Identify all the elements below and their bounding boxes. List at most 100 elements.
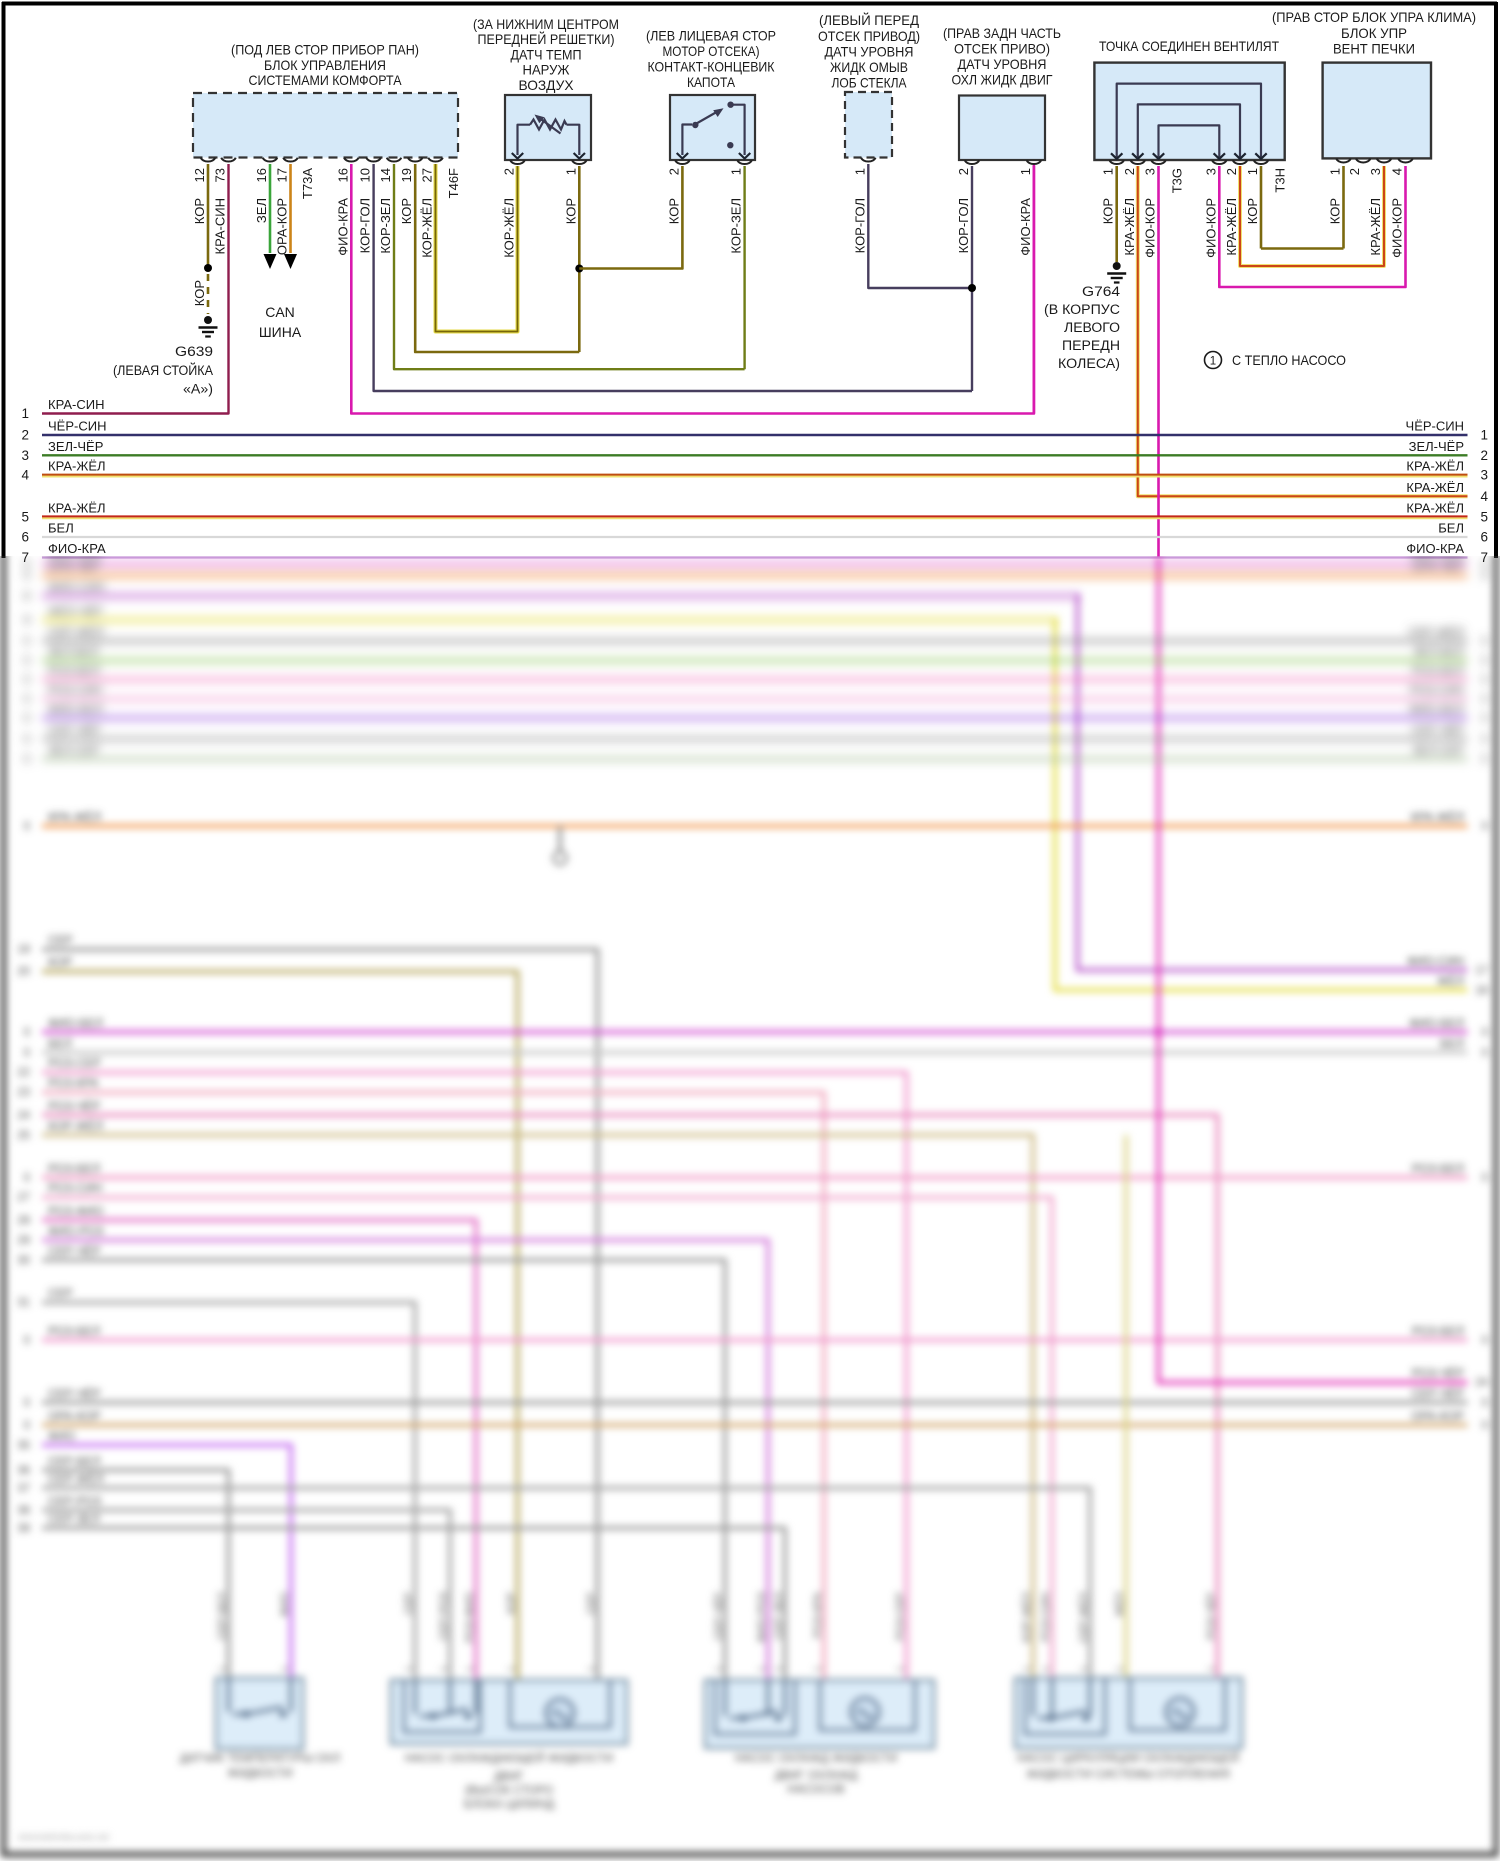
svg-text:КОР-ГОЛ: КОР-ГОЛ (956, 198, 971, 253)
svg-text:КАПОТА: КАПОТА (687, 74, 736, 90)
svg-text:ЖИДКОСТИ СИСТЕМЫ ОТОПЛЕНИЯ: ЖИДКОСТИ СИСТЕМЫ ОТОПЛЕНИЯ (1026, 1769, 1230, 1781)
svg-text:31: 31 (17, 1297, 30, 1309)
svg-text:СЕР-ЖЁЛ: СЕР-ЖЁЛ (48, 1472, 104, 1486)
svg-text:С ТЕПЛО НАСОСО: С ТЕПЛО НАСОСО (1232, 352, 1346, 368)
svg-text:0: 0 (1482, 1173, 1488, 1185)
svg-text:ФИО-РОЗ: ФИО-РОЗ (756, 1592, 768, 1643)
svg-text:7: 7 (21, 550, 29, 565)
svg-text:ЖЁЛ-ЧЁР: ЖЁЛ-ЧЁР (48, 604, 103, 618)
svg-text:ФИО-КРА: ФИО-КРА (1406, 541, 1464, 556)
svg-text:РОЗ-КРА: РОЗ-КРА (812, 1591, 824, 1638)
svg-text:1: 1 (896, 1666, 907, 1672)
svg-text:ПЕРЕДНЕЙ РЕШЕТКИ): ПЕРЕДНЕЙ РЕШЕТКИ) (478, 30, 615, 47)
svg-text:0: 0 (24, 1048, 30, 1060)
svg-text:СЕР-ЗЕЛ: СЕР-ЗЕЛ (773, 1592, 785, 1639)
svg-text:1: 1 (1328, 168, 1343, 175)
svg-text:ФИО-БЕЛ: ФИО-БЕЛ (1409, 702, 1464, 716)
svg-text:КРА-СИН: КРА-СИН (213, 198, 228, 255)
svg-text:0: 0 (24, 1173, 30, 1185)
svg-text:ЗЕЛ-ЧЁР: ЗЕЛ-ЧЁР (48, 439, 103, 454)
svg-text:ФИО-РОЗ: ФИО-РОЗ (48, 1224, 103, 1238)
svg-text:2: 2 (956, 168, 971, 175)
svg-text:КОР: КОР (192, 198, 207, 224)
svg-text:РОЗ-КРА: РОЗ-КРА (48, 1076, 99, 1090)
svg-text:(ЗА НИЖНИМ ЦЕНТРОМ: (ЗА НИЖНИМ ЦЕНТРОМ (473, 16, 619, 32)
svg-text:ЗЕЛ-СЕР: ЗЕЛ-СЕР (1412, 743, 1464, 757)
svg-text:СЕР-ЧЁР: СЕР-ЧЁР (713, 1592, 725, 1640)
svg-text:T3H: T3H (1273, 168, 1288, 193)
svg-text:ОРА-КОР: ОРА-КОР (275, 198, 290, 255)
svg-text:НАСОС ОХЛАЖД ЖИДКОСТИ: НАСОС ОХЛАЖД ЖИДКОСТИ (735, 1753, 898, 1765)
svg-text:0: 0 (1482, 571, 1488, 583)
svg-text:2: 2 (1480, 448, 1488, 463)
svg-text:24: 24 (1475, 1377, 1488, 1389)
svg-text:0: 0 (1482, 734, 1488, 746)
svg-text:РОЗ-БЕЛ: РОЗ-БЕЛ (1412, 664, 1464, 678)
svg-text:29: 29 (17, 1235, 30, 1247)
svg-text:0: 0 (24, 559, 30, 571)
svg-text:РОЗ-БЕЛ: РОЗ-БЕЛ (48, 1324, 100, 1338)
svg-text:ФИО-КРА: ФИО-КРА (1411, 548, 1464, 562)
svg-text:1: 1 (1245, 168, 1260, 175)
svg-text:НАСОС ОХЛАЖДАЮЩЕЙ ЖИДКОСТИ: НАСОС ОХЛАЖДАЮЩЕЙ ЖИДКОСТИ (405, 1752, 614, 1765)
svg-text:СЕР-БЕЛ: СЕР-БЕЛ (48, 1454, 100, 1468)
svg-text:19: 19 (399, 168, 414, 182)
svg-text:(ЛЕВ ЛИЦЕВАЯ СТОР: (ЛЕВ ЛИЦЕВАЯ СТОР (646, 27, 776, 43)
svg-text:КОР: КОР (1328, 198, 1343, 224)
svg-text:СЕР-ЗЕЛ: СЕР-ЗЕЛ (48, 1512, 100, 1526)
svg-text:14: 14 (378, 168, 393, 182)
svg-text:0: 0 (24, 713, 30, 725)
svg-text:2: 2 (502, 168, 517, 175)
svg-text:БЛОК УПРАВЛЕНИЯ: БЛОК УПРАВЛЕНИЯ (264, 57, 386, 73)
svg-text:0: 0 (1482, 656, 1488, 668)
svg-text:ФИО-КОР: ФИО-КОР (1143, 198, 1158, 258)
svg-text:19: 19 (17, 944, 30, 956)
svg-text:БЕЛ: БЕЛ (48, 521, 74, 536)
svg-text:РОЗ-СЕР: РОЗ-СЕР (48, 1056, 101, 1070)
svg-text:РОЗ-ЧЁР: РОЗ-ЧЁР (1412, 1366, 1464, 1380)
svg-text:36: 36 (17, 1465, 30, 1477)
svg-text:СЕР: СЕР (403, 1592, 415, 1615)
svg-text:3: 3 (1203, 168, 1218, 175)
svg-text:0: 0 (24, 1027, 30, 1039)
svg-text:КОР-ЖЁЛ: КОР-ЖЁЛ (420, 198, 435, 258)
svg-text:T73A: T73A (300, 168, 315, 199)
svg-text:КРА-ЖЁЛ: КРА-ЖЁЛ (1368, 198, 1383, 256)
svg-text:1: 1 (1210, 356, 1216, 368)
svg-text:ДВИГ: ДВИГ (494, 1771, 525, 1783)
svg-text:1: 1 (1115, 1666, 1126, 1672)
svg-text:МОТОР ОТСЕКА): МОТОР ОТСЕКА) (663, 43, 760, 59)
svg-text:ФИО-КРА: ФИО-КРА (48, 548, 101, 562)
svg-text:2: 2 (666, 168, 681, 175)
svg-text:7: 7 (1480, 550, 1488, 565)
svg-text:1: 1 (714, 1666, 725, 1672)
svg-text:ЗЕЛ-ЧЁР: ЗЕЛ-ЧЁР (1409, 439, 1464, 454)
svg-text:РОЗ-ЧЁР: РОЗ-ЧЁР (48, 1099, 100, 1113)
svg-text:T3G: T3G (1170, 168, 1185, 193)
svg-text:ФИО-БЕЛ: ФИО-БЕЛ (48, 702, 103, 716)
svg-text:1: 1 (587, 1666, 598, 1672)
svg-text:ЖИДК ОМЫВ: ЖИДК ОМЫВ (830, 59, 908, 75)
svg-text:0: 0 (24, 1420, 30, 1432)
svg-text:КОЛЕСА): КОЛЕСА) (1058, 356, 1120, 371)
svg-text:ЗЕЛ: ЗЕЛ (254, 198, 269, 223)
svg-text:12: 12 (192, 168, 207, 182)
svg-text:0: 0 (1482, 1335, 1488, 1347)
svg-text:СЕР-ЧЁР: СЕР-ЧЁР (1411, 723, 1464, 737)
svg-text:(ПРАВ СТОР БЛОК УПРА КЛИМА): (ПРАВ СТОР БЛОК УПРА КЛИМА) (1272, 9, 1476, 25)
svg-text:CAN: CAN (265, 304, 295, 320)
svg-text:30: 30 (17, 1255, 30, 1267)
svg-text:1: 1 (1079, 1666, 1090, 1672)
svg-text:1: 1 (852, 168, 867, 175)
svg-text:35: 35 (17, 1440, 30, 1452)
svg-text:КРА-ЖЁЛ: КРА-ЖЁЛ (48, 500, 106, 515)
svg-text:БЛОКА ЦИЛИНД: БЛОКА ЦИЛИНД (464, 1799, 554, 1811)
svg-text:КОР: КОР (666, 198, 681, 224)
svg-text:38: 38 (17, 1505, 30, 1517)
svg-text:28: 28 (17, 1215, 30, 1227)
svg-text:27: 27 (17, 1192, 30, 1204)
svg-text:НАСОС ЦИРКУЛЯЦИИ ОХЛАЖДАЮЩЕЙ: НАСОС ЦИРКУЛЯЦИИ ОХЛАЖДАЮЩЕЙ (1017, 1752, 1239, 1765)
svg-text:БЕЛ: БЕЛ (1438, 521, 1464, 536)
svg-text:(ЛЕВЫЙ ПЕРЕД: (ЛЕВЫЙ ПЕРЕД (819, 11, 919, 28)
svg-text:КОР: КОР (48, 955, 72, 969)
